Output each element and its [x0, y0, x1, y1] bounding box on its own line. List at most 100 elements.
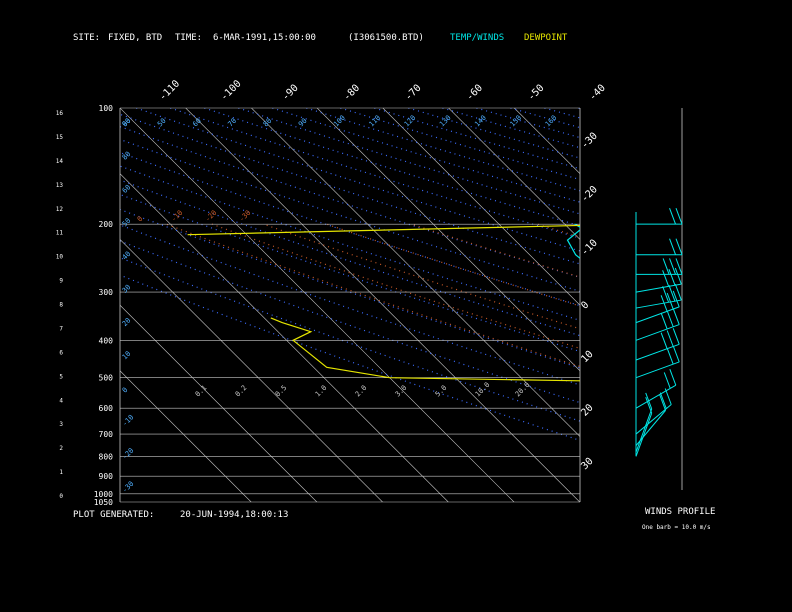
wind-barb-flag — [666, 292, 674, 310]
potential-temp-label: 90 — [297, 117, 309, 129]
height-km-label: 10 — [56, 254, 64, 261]
height-km-label: 3 — [59, 421, 63, 428]
pressure-tick-label: 300 — [99, 288, 114, 297]
height-km-label: 1 — [59, 469, 63, 476]
site-label: SITE: — [73, 33, 101, 43]
dry-adiabat-line — [120, 179, 580, 337]
right-temp-label: 20 — [579, 402, 595, 418]
dry-adiabat-line — [442, 108, 580, 149]
wind-barb-flag — [672, 345, 680, 363]
sounding-profiles — [187, 223, 580, 382]
dry-adiabat-line — [476, 108, 580, 139]
dry-adiabat-line — [120, 274, 580, 442]
potential-temp-label: 70 — [227, 117, 239, 129]
moist-adiabat-label: -20 — [204, 209, 219, 224]
height-km-label: 6 — [59, 349, 63, 356]
moist-adiabat-line — [537, 223, 580, 238]
wind-barb-shaft — [635, 324, 680, 341]
wind-barb-shaft — [635, 384, 677, 409]
top-temp-label: -50 — [526, 83, 547, 104]
winds-barb-note: One barb = 10.0 m/s — [642, 524, 711, 531]
height-km-label: 16 — [56, 110, 64, 117]
height-km-label: 13 — [56, 182, 64, 189]
dry-adiabat-line — [120, 113, 580, 265]
axis-labels: 1002003004005006007008009001000105016151… — [56, 78, 608, 507]
legend-temp-winds: TEMP/WINDS — [450, 33, 505, 43]
file-id: (I3061500.BTD) — [348, 33, 424, 43]
dry-adiabat-line — [238, 108, 580, 215]
potential-temp-label: 100 — [332, 114, 347, 129]
top-temp-label: -90 — [280, 83, 301, 104]
moist-adiabat-line — [211, 223, 580, 350]
dry-adiabat-label: -20 — [121, 447, 136, 462]
height-km-label: 9 — [59, 278, 63, 285]
isotherm-line — [120, 108, 515, 502]
isotherm-line — [185, 108, 580, 502]
dry-adiabat-line — [120, 193, 580, 353]
dewpoint-profile-line — [270, 317, 580, 382]
pressure-tick-label: 200 — [99, 220, 114, 229]
mixing-ratio-label: 20.0 — [514, 381, 532, 399]
top-temp-label: -80 — [342, 83, 363, 104]
temperature-profile-line — [566, 223, 580, 260]
height-km-label: 15 — [56, 134, 64, 141]
wind-barb-flag — [664, 388, 672, 405]
wind-barb-flag — [669, 207, 677, 225]
mixing-ratio-label: 3.0 — [394, 384, 409, 399]
mixing-ratio-label: 0.1 — [194, 384, 209, 399]
pressure-tick-label: 900 — [99, 472, 114, 481]
wind-barb-shaft — [635, 343, 680, 361]
dry-adiabat-line — [340, 108, 580, 181]
moist-adiabat-line — [326, 223, 580, 307]
dry-adiabat-line — [120, 240, 580, 404]
height-km-label: 2 — [59, 445, 63, 452]
pressure-tick-label: 500 — [99, 374, 114, 383]
right-temp-label: -20 — [579, 184, 600, 205]
dry-adiabat-line — [408, 108, 580, 159]
wind-barb-flag — [662, 286, 670, 303]
wind-barb-flag — [674, 283, 682, 301]
right-temp-label: 10 — [579, 349, 595, 365]
potential-temp-label: 120 — [403, 114, 418, 129]
potential-temp-label: 150 — [509, 114, 524, 129]
dry-adiabat-line — [120, 208, 580, 369]
isotherm-line — [316, 108, 580, 372]
wind-barb-flag — [669, 369, 677, 386]
wind-barb-flag — [675, 258, 683, 275]
moist-adiabat-line — [165, 223, 580, 368]
wind-barb-flag — [668, 285, 676, 302]
wind-barb-flag — [666, 310, 674, 327]
potential-temp-label: 160 — [544, 114, 559, 129]
wind-barb-shaft — [635, 361, 680, 379]
dry-adiabat-label: 20 — [121, 316, 133, 328]
isobar-lines — [119, 107, 581, 503]
plot-generated-label: PLOT GENERATED: — [73, 510, 155, 520]
moist-adiabat-label: -10 — [170, 209, 185, 224]
dry-adiabat-line — [272, 108, 580, 203]
wind-barb-flag — [668, 269, 676, 286]
pressure-tick-label: 1050 — [94, 498, 113, 507]
wind-barb-flag — [672, 328, 680, 345]
dry-adiabat-label: 10 — [121, 350, 133, 362]
right-temp-label: 30 — [579, 456, 595, 472]
moist-adiabat-label: 0 — [136, 215, 145, 224]
isotherm-line — [120, 239, 383, 502]
potential-temp-label: 60 — [191, 117, 203, 129]
mixing-ratio-label: 0.2 — [234, 384, 249, 399]
pressure-tick-label: 1000 — [94, 490, 113, 499]
dry-adiabat-label: -10 — [121, 413, 136, 428]
wind-barb-flag — [663, 372, 671, 389]
wind-barb-flag — [672, 290, 680, 308]
potential-temp-label: 130 — [438, 114, 453, 129]
height-km-label: 14 — [56, 158, 64, 165]
dry-adiabat-line — [578, 108, 580, 110]
height-km-label: 11 — [56, 230, 64, 237]
wind-barb-flag — [675, 207, 683, 225]
wind-barb-shaft — [635, 299, 682, 309]
time-value: 6-MAR-1991,15:00:00 — [213, 33, 316, 43]
dry-adiabat-label: 80 — [121, 150, 133, 162]
dry-adiabat-line — [120, 126, 580, 279]
isotherm-line — [120, 304, 318, 502]
mixing-ratio-label: 10.0 — [474, 381, 492, 399]
